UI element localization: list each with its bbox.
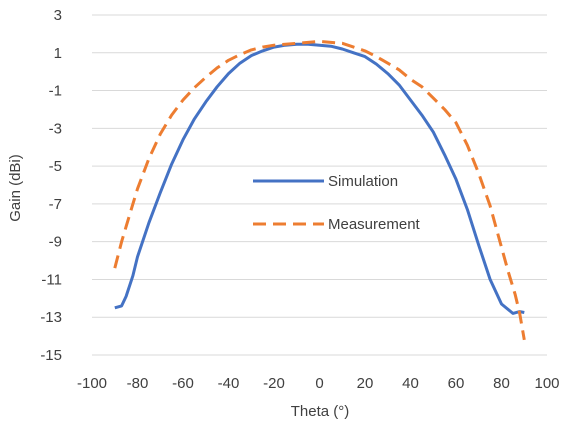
- y-tick-label: 3: [54, 7, 62, 24]
- y-axis-title: Gain (dBi): [7, 154, 24, 222]
- series-lines: [113, 39, 526, 341]
- x-axis-title: Theta (°): [291, 403, 350, 420]
- x-tick-label: 60: [448, 375, 465, 392]
- x-tick-label: -80: [127, 375, 149, 392]
- x-tick-label: -40: [218, 375, 240, 392]
- y-tick-label: -5: [49, 158, 62, 175]
- y-tick-label: -13: [40, 309, 62, 326]
- legend: Simulation Measurement: [253, 173, 421, 233]
- legend-label: Simulation: [328, 173, 398, 190]
- legend-label: Measurement: [328, 216, 421, 233]
- x-tick-label: 20: [357, 375, 374, 392]
- x-tick-label: -60: [172, 375, 194, 392]
- x-tick-label: -20: [263, 375, 285, 392]
- y-tick-label: -9: [49, 234, 62, 251]
- x-tick-label: 80: [493, 375, 510, 392]
- y-tick-label: -3: [49, 120, 62, 137]
- y-tick-label: 1: [54, 45, 62, 62]
- x-tick-labels: -100 -80 -60 -40 -20 0 20 40 60 80 100: [77, 375, 560, 392]
- y-tick-labels: -15-13-11-9-7-5-3-113: [40, 7, 62, 364]
- gridlines: [92, 14, 547, 356]
- y-tick-label: -1: [49, 83, 62, 100]
- series-line-simulation: [114, 42, 525, 315]
- y-tick-label: -11: [41, 271, 62, 288]
- y-tick-label: -15: [40, 347, 62, 364]
- x-tick-label: 40: [402, 375, 419, 392]
- x-tick-label: -100: [77, 375, 107, 392]
- x-tick-label: 100: [534, 375, 559, 392]
- x-tick-label: 0: [315, 375, 323, 392]
- y-tick-label: -7: [49, 196, 62, 213]
- series-line-measurement: [113, 39, 526, 341]
